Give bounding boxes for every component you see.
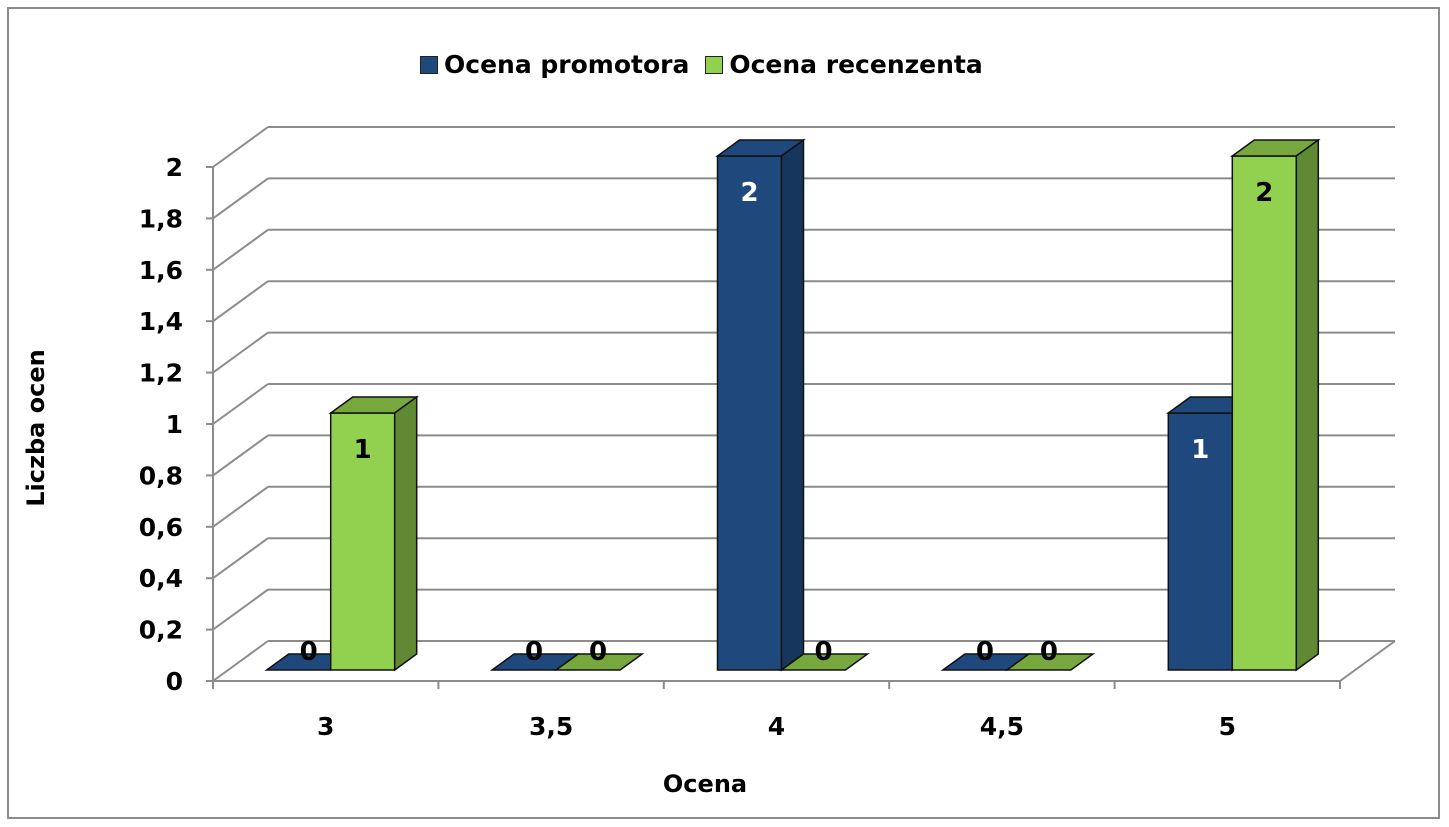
bar-side: [1295, 138, 1320, 672]
y-tick-label: 0,2: [139, 616, 183, 645]
gridline-diagonal: [212, 126, 269, 168]
x-tick-label: 3,5: [529, 712, 573, 741]
gridline-diagonal: [212, 434, 269, 477]
bar-top: [553, 653, 645, 671]
bar-data-label: 1: [1191, 435, 1209, 465]
bar-top: [1004, 653, 1096, 671]
x-tick-label: 3: [317, 712, 334, 741]
x-axis-title: Ocena: [662, 770, 748, 798]
y-tick-label: 1,8: [139, 204, 183, 233]
floor-right-edge: [1339, 640, 1396, 682]
bar-front: [1231, 155, 1298, 671]
bar-top: [779, 653, 870, 671]
bar-data-label: 0: [1040, 637, 1058, 667]
bar-data-label: 0: [300, 637, 318, 667]
y-tick-label: 1,2: [139, 359, 183, 388]
y-tick-label: 0,6: [139, 513, 183, 542]
x-tick-label: 4,5: [980, 712, 1024, 741]
x-tick-label: 4: [768, 712, 785, 741]
bar-front: [1167, 412, 1234, 671]
bar-data-label: 0: [525, 637, 543, 667]
bar-front: [716, 155, 783, 671]
gridline-diagonal: [212, 485, 269, 528]
legend-item-promotor: Ocena promotora: [420, 50, 689, 79]
gridline-diagonal: [212, 331, 269, 374]
legend: Ocena promotora Ocena recenzenta: [420, 50, 999, 79]
bar-side: [780, 138, 805, 672]
gridline-diagonal: [212, 640, 269, 682]
y-tick-label: 0: [166, 667, 183, 696]
gridline-diagonal: [212, 177, 269, 220]
legend-label-recenzent: Ocena recenzenta: [729, 50, 983, 79]
legend-swatch-promotor: [420, 55, 438, 74]
legend-item-recenzent: Ocena recenzenta: [705, 50, 983, 79]
y-tick-label: 2: [166, 153, 183, 182]
bar-data-label: 0: [976, 637, 994, 667]
y-tick-label: 0,8: [139, 461, 183, 490]
bar-side: [393, 395, 418, 672]
y-tick-label: 1: [166, 410, 183, 439]
bar-data-label: 2: [1255, 178, 1273, 208]
gridline-diagonal: [212, 228, 269, 271]
x-tick-label: 5: [1219, 712, 1236, 741]
legend-label-promotor: Ocena promotora: [444, 50, 690, 79]
gridline-diagonal: [212, 537, 269, 580]
gridline-diagonal: [212, 588, 269, 631]
gridline-diagonal: [212, 280, 269, 323]
bar-data-label: 0: [814, 637, 832, 667]
y-tick-label: 1,6: [139, 256, 183, 285]
bar-data-label: 2: [740, 178, 758, 208]
legend-swatch-recenzent: [705, 55, 724, 74]
bar-data-label: 1: [354, 435, 372, 465]
gridline-diagonal: [212, 383, 269, 425]
y-tick-label: 0,4: [139, 564, 183, 593]
bar-data-label: 0: [589, 637, 607, 667]
y-axis-title: Liczba ocen: [22, 349, 50, 507]
y-tick-label: 1,4: [139, 307, 183, 336]
